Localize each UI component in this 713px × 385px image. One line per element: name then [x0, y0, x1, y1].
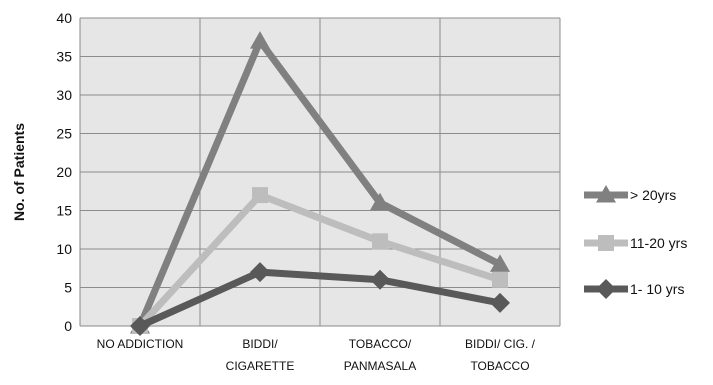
legend-marker	[596, 279, 616, 299]
series-line	[136, 191, 504, 330]
y-tick-label: 25	[56, 126, 72, 142]
legend-label: 11-20 yrs	[630, 235, 687, 251]
y-tick-label: 15	[56, 203, 72, 219]
series-layer	[130, 31, 510, 336]
x-category-label-line: BIDDI/ CIG. /	[465, 337, 536, 351]
legend-marker	[596, 185, 616, 203]
legend-marker	[598, 235, 614, 251]
x-category-label-line: PANMASALA	[344, 359, 416, 373]
legend-item: > 20yrs	[584, 185, 676, 203]
series-1	[130, 31, 510, 334]
data-point	[492, 271, 508, 288]
x-axis-categories: NO ADDICTION BIDDI/CIGARETTE TOBACCO/PANMA…	[97, 337, 536, 373]
x-category-label: NO ADDICTION	[97, 337, 184, 351]
data-point	[250, 31, 270, 49]
series-line	[136, 37, 504, 330]
x-category-label-line: TOBACCO	[470, 359, 529, 373]
data-point	[370, 269, 390, 290]
y-tick-label: 20	[56, 164, 72, 180]
y-tick-label: 35	[56, 49, 72, 65]
data-point	[490, 292, 510, 313]
legend: > 20yrs 11-20 yrs 1- 10 yrs	[584, 185, 687, 299]
series-3	[130, 262, 510, 336]
y-tick-label: 40	[56, 10, 72, 26]
x-category-label: BIDDI/ CIG. / TOBACCO	[465, 337, 536, 373]
y-tick-label: 5	[64, 280, 72, 296]
y-axis-title: No. of Patients	[11, 123, 27, 221]
x-category-label: BIDDI/CIGARETTE	[226, 337, 295, 373]
y-axis-ticks: 0 5 10 15 20 25 30 35 40	[56, 10, 72, 334]
x-category-label-line: BIDDI/	[242, 337, 278, 351]
data-point	[490, 254, 510, 272]
x-category-label-line: CIGARETTE	[226, 359, 295, 373]
legend-label: > 20yrs	[630, 187, 676, 203]
legend-label: 1- 10 yrs	[630, 281, 684, 297]
y-tick-label: 10	[56, 241, 72, 257]
legend-item: 11-20 yrs	[584, 235, 687, 251]
data-point	[372, 233, 388, 250]
data-point	[370, 192, 390, 211]
data-point	[252, 187, 268, 204]
x-category-label-line: TOBACCO/	[349, 337, 412, 351]
x-category-label: TOBACCO/PANMASALA	[344, 337, 416, 373]
data-point	[130, 316, 150, 336]
legend-item: 1- 10 yrs	[584, 279, 684, 299]
y-tick-label: 30	[56, 87, 72, 103]
x-category-label-line: NO ADDICTION	[97, 337, 184, 351]
y-tick-label: 0	[64, 318, 72, 334]
data-point	[250, 262, 270, 283]
series-line	[136, 268, 504, 330]
